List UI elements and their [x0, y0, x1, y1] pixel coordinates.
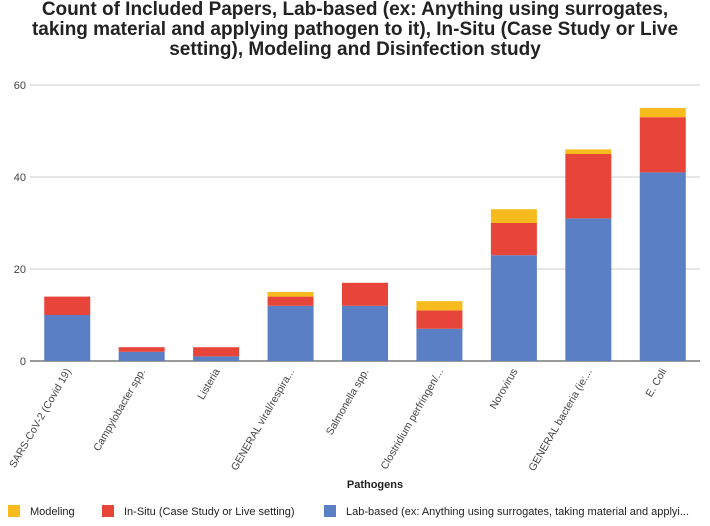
chart-title-line: Count of Included Papers, Lab-based (ex:…	[41, 0, 669, 20]
legend: Modeling In-Situ (Case Study or Live sett…	[8, 505, 689, 518]
bar-segment	[44, 296, 91, 315]
chart-title-line: setting), Modeling and Disinfection stud…	[169, 39, 541, 60]
x-tick-label: Norovirus	[488, 367, 521, 412]
bar-segment	[639, 108, 686, 118]
y-tick-label: 40	[14, 172, 26, 184]
legend-label: In-Situ (Case Study or Live setting)	[124, 506, 295, 518]
chart-title-line: taking material and applying pathogen to…	[31, 19, 679, 40]
bar-segment	[565, 154, 612, 219]
x-tick-label: SARS-CoV-2 (Covid 19)	[7, 367, 74, 471]
x-tick-label: E. Coli	[644, 367, 670, 400]
x-tick-label: GENERAL viral/respira...	[229, 367, 297, 473]
legend-swatch	[324, 505, 336, 517]
bar-segment	[193, 347, 240, 357]
bar-segment	[342, 305, 388, 361]
y-tick-label: 60	[14, 80, 26, 92]
bars	[44, 108, 686, 361]
legend-label: Lab-based (ex: Anything using surrogates…	[346, 506, 689, 518]
bar-segment	[490, 209, 537, 223]
x-axis-label: Pathogens	[347, 479, 403, 491]
x-tick-label: Salmonella spp.	[324, 367, 372, 438]
bar-segment	[490, 223, 537, 256]
bar-segment	[416, 310, 463, 329]
y-axis-ticks: 0 20 40 60	[14, 80, 26, 368]
legend-swatch	[8, 505, 20, 517]
x-tick-label: Campylobacter spp.	[91, 367, 148, 454]
x-tick-label: GENERAL bacteria (ie:...	[526, 367, 595, 474]
y-tick-label: 0	[20, 356, 26, 368]
bar-segment	[565, 149, 612, 154]
bar-segment	[44, 315, 91, 361]
bar-segment	[342, 282, 388, 306]
x-tick-label: Clostridium perfringen/...	[378, 367, 446, 472]
bar-segment	[267, 296, 314, 306]
bar-segment	[490, 255, 537, 361]
bar-segment	[267, 305, 314, 361]
legend-swatch	[102, 505, 114, 517]
bar-segment	[118, 351, 165, 361]
bar-segment	[416, 301, 463, 311]
bar-segment	[193, 356, 240, 361]
legend-label: Modeling	[30, 506, 75, 518]
bar-segment	[118, 347, 165, 352]
chart-title: Count of Included Papers, Lab-based (ex:…	[0, 0, 710, 60]
bar-segment	[565, 218, 612, 361]
bar-segment	[416, 328, 463, 361]
bar-segment	[639, 172, 686, 361]
x-axis-ticks: SARS-CoV-2 (Covid 19) Campylobacter spp. L…	[7, 366, 669, 473]
x-tick-label: Listeria	[195, 366, 222, 401]
bar-segment	[639, 117, 686, 173]
bar-segment	[267, 292, 314, 297]
y-tick-label: 20	[14, 264, 26, 276]
